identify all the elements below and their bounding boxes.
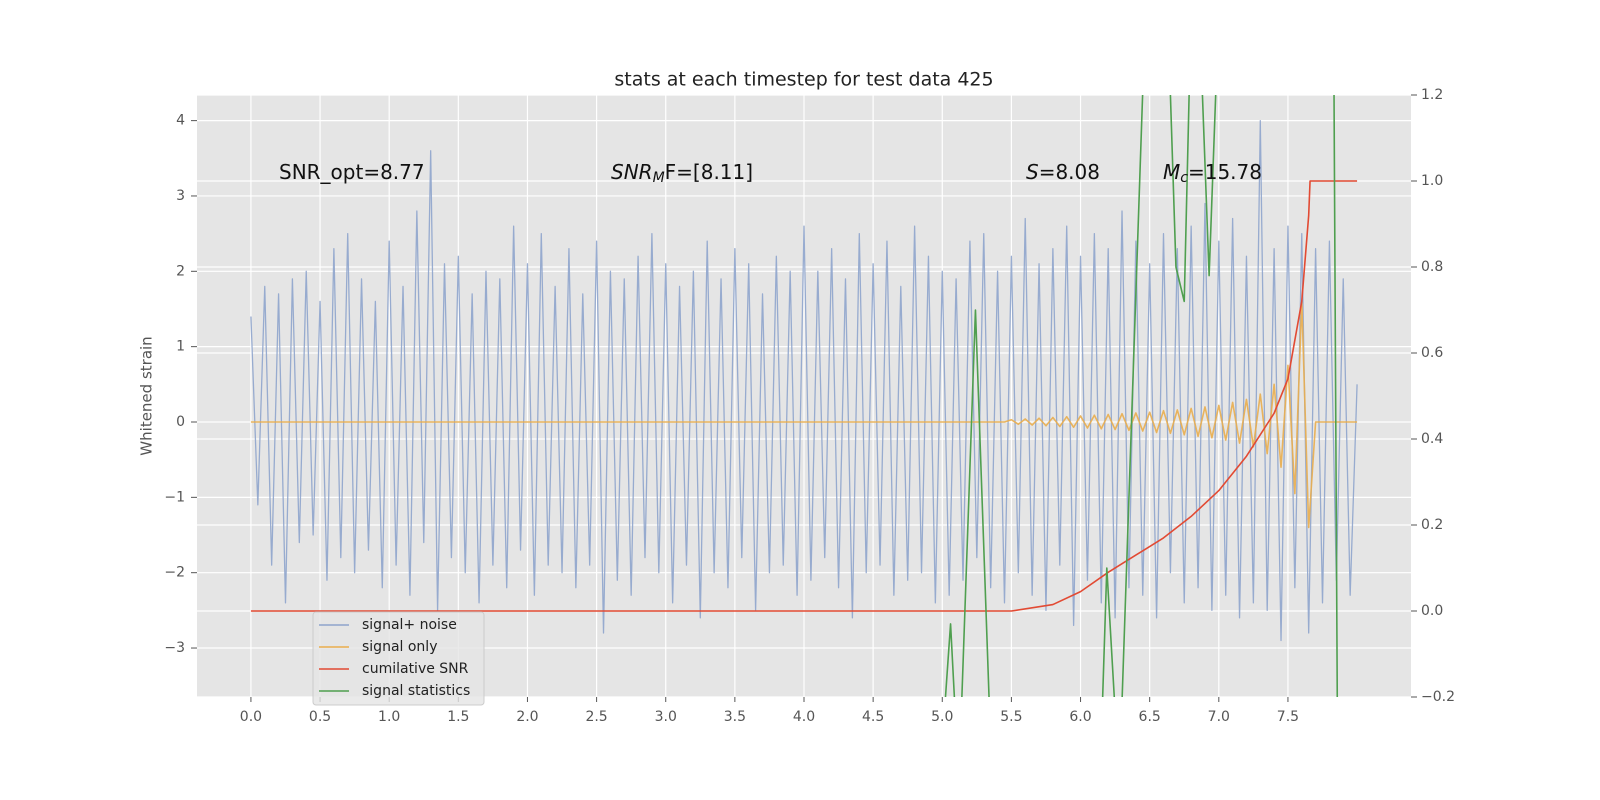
legend-box xyxy=(312,611,485,706)
series-line xyxy=(944,95,1339,697)
x-tick-label: 3.0 xyxy=(655,709,677,725)
y-axis-label: Whitened strain xyxy=(138,336,156,455)
x-tick-label: 5.0 xyxy=(931,709,953,725)
series-line xyxy=(250,180,1358,612)
annotation-part: SNR_opt=8.77 xyxy=(279,160,425,184)
series-line xyxy=(250,119,1358,642)
y-tick-label: −3 xyxy=(164,640,185,656)
x-tick-label: 2.0 xyxy=(516,709,538,725)
x-tick-label: 7.5 xyxy=(1277,709,1299,725)
y-tick-label: 0 xyxy=(176,414,185,430)
y-tick-label: 4 xyxy=(176,113,185,129)
x-tick-label: 4.5 xyxy=(862,709,884,725)
x-tick-label: 3.5 xyxy=(724,709,746,725)
legend-label: cumilative SNR xyxy=(362,661,469,677)
y2-tick-label: −0.2 xyxy=(1421,689,1455,705)
annotation-part: c xyxy=(1180,170,1188,186)
y2-tick-label: 0.0 xyxy=(1421,603,1443,619)
series-line xyxy=(250,300,1358,529)
y-tick-label: −2 xyxy=(164,565,185,581)
x-tick-label: 7.0 xyxy=(1208,709,1230,725)
y2-tick-label: 1.0 xyxy=(1421,173,1443,189)
y-tick-label: −1 xyxy=(164,489,185,505)
y2-tick-label: 0.6 xyxy=(1421,345,1443,361)
annotation: SNRMF=[8.11] xyxy=(611,160,753,187)
axes: 0.0 0.5 1.0 1.5 2.0 2.5 3.0 3.5 4.0 4.5 5.0 5.5 6.0 6… xyxy=(164,87,1455,725)
annotation: Mc=15.78 xyxy=(1163,160,1262,187)
legend-label: signal only xyxy=(362,639,437,655)
annotation-part: F=[8.11] xyxy=(665,160,753,184)
x-tick-label: 1.5 xyxy=(447,709,469,725)
annotation: S=8.08 xyxy=(1026,160,1100,184)
y-tick-label: 2 xyxy=(176,263,185,279)
x-tick-label: 0.5 xyxy=(309,709,331,725)
x-tick-label: 1.0 xyxy=(378,709,400,725)
annotation-part: =15.78 xyxy=(1188,160,1262,184)
plot-lines xyxy=(250,95,1358,697)
x-tick-label: 6.0 xyxy=(1069,709,1091,725)
y2-tick-label: 1.2 xyxy=(1421,87,1443,103)
x-tick-label: 2.5 xyxy=(585,709,607,725)
legend-label: signal statistics xyxy=(362,683,470,699)
y2-tick-label: 0.4 xyxy=(1421,431,1443,447)
annotation-part: S xyxy=(1026,160,1039,184)
annotation-part: SNR xyxy=(611,160,653,184)
y-tick-label: 1 xyxy=(176,339,185,355)
x-tick-label: 4.0 xyxy=(793,709,815,725)
y2-tick-label: 0.8 xyxy=(1421,259,1443,275)
annotation-part: M xyxy=(653,170,665,186)
chart-title: stats at each timestep for test data 425 xyxy=(614,69,993,91)
y-tick-label: 3 xyxy=(176,188,185,204)
x-tick-label: 5.5 xyxy=(1000,709,1022,725)
x-tick-label: 0.0 xyxy=(240,709,262,725)
y2-tick-label: 0.2 xyxy=(1421,517,1443,533)
x-tick-label: 6.5 xyxy=(1139,709,1161,725)
annotation-part: M xyxy=(1163,160,1180,184)
annotation-part: =8.08 xyxy=(1039,160,1100,184)
legend-label: signal+ noise xyxy=(362,617,457,633)
annotation: SNR_opt=8.77 xyxy=(279,160,425,184)
